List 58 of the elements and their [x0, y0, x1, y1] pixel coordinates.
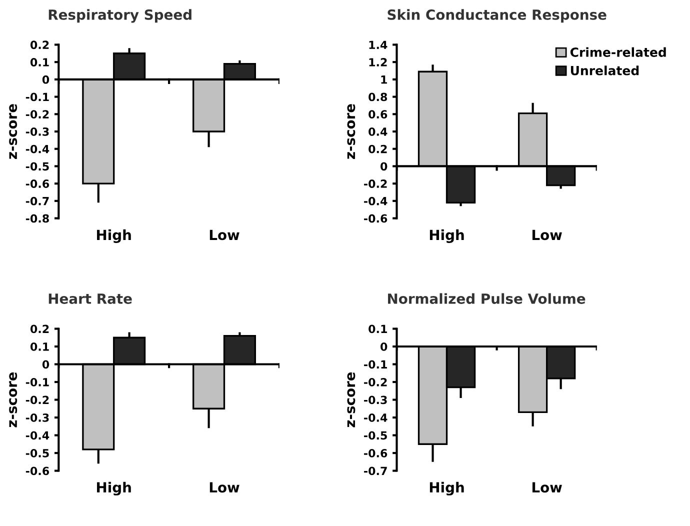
y-tick-label: -0.3: [26, 127, 49, 136]
y-tick-label: -0.5: [364, 431, 387, 440]
y-tick-label: 1.2: [369, 58, 387, 66]
y-tick-label: 1.4: [369, 40, 388, 49]
chart-title: Respiratory Speed: [48, 9, 192, 23]
y-tick-label: -0.7: [364, 466, 387, 476]
chart-title: Heart Rate: [48, 294, 132, 304]
y-tick-label: -0.6: [364, 448, 388, 458]
y-tick-label: -0.4: [364, 196, 388, 206]
y-tick-label: -0.1: [26, 378, 49, 386]
y-tick-label: 0.8: [368, 92, 388, 102]
x-tick-label: High: [97, 229, 131, 243]
y-tick-label: 0: [380, 162, 388, 171]
y-tick-label: -0.2: [364, 378, 387, 386]
y-tick-label: 1: [381, 76, 387, 84]
y-tick-label: -0.7: [26, 196, 49, 206]
x-tick-label: Low: [210, 482, 240, 493]
y-tick-label: 0.2: [368, 144, 387, 154]
chart-title: Normalized Pulse Volume: [388, 293, 586, 304]
y-tick-label: -0.4: [364, 413, 388, 422]
y-tick-label: -0.3: [364, 396, 387, 404]
y-tick-label: -0.2: [364, 180, 387, 188]
y-tick-label: -0.5: [26, 448, 49, 458]
y-tick-label: -0.2: [26, 110, 49, 119]
x-tick-label: Low: [532, 230, 562, 240]
y-tick-label: -0.1: [364, 360, 387, 369]
x-tick-label: Low: [210, 230, 240, 240]
x-tick-label: High: [430, 229, 464, 243]
y-tick-label: -0.8: [26, 214, 49, 223]
y-tick-label: -0.2: [26, 396, 49, 404]
y-tick-label: 0.1: [368, 324, 387, 334]
y-tick-label: 0.1: [30, 58, 49, 66]
y-tick-label: 0.4: [368, 127, 388, 136]
y-tick-label: -0.1: [26, 92, 49, 102]
y-axis-title: z-score: [347, 104, 356, 159]
chart-title: Skin Conductance Response: [388, 9, 606, 23]
x-tick-label: Low: [532, 482, 562, 493]
y-tick-label: -0.4: [26, 431, 50, 440]
y-tick-label: 0.1: [30, 342, 49, 351]
y-tick-label: -0.3: [26, 413, 49, 422]
y-axis-title: z-score: [9, 372, 18, 428]
y-tick-label: 0.2: [30, 324, 49, 334]
y-tick-label: 0: [42, 75, 50, 84]
y-tick-label: -0.6: [364, 214, 388, 223]
y-tick-label: -0.6: [26, 466, 50, 476]
y-tick-label: 0.6: [368, 110, 388, 119]
y-tick-label: -0.6: [26, 180, 50, 188]
legend-label: Unrelated: [570, 66, 639, 76]
y-tick-label: 0: [380, 342, 388, 351]
y-axis-title: z-score: [9, 104, 18, 159]
y-tick-label: -0.4: [26, 144, 50, 154]
legend-label: Crime-related: [570, 47, 666, 57]
x-tick-label: High: [97, 482, 131, 496]
y-tick-label: 0.2: [30, 40, 49, 50]
y-tick-label: 0: [42, 360, 50, 369]
y-tick-label: -0.5: [26, 162, 49, 171]
y-axis-title: z-score: [347, 372, 356, 428]
x-tick-label: High: [430, 482, 464, 496]
